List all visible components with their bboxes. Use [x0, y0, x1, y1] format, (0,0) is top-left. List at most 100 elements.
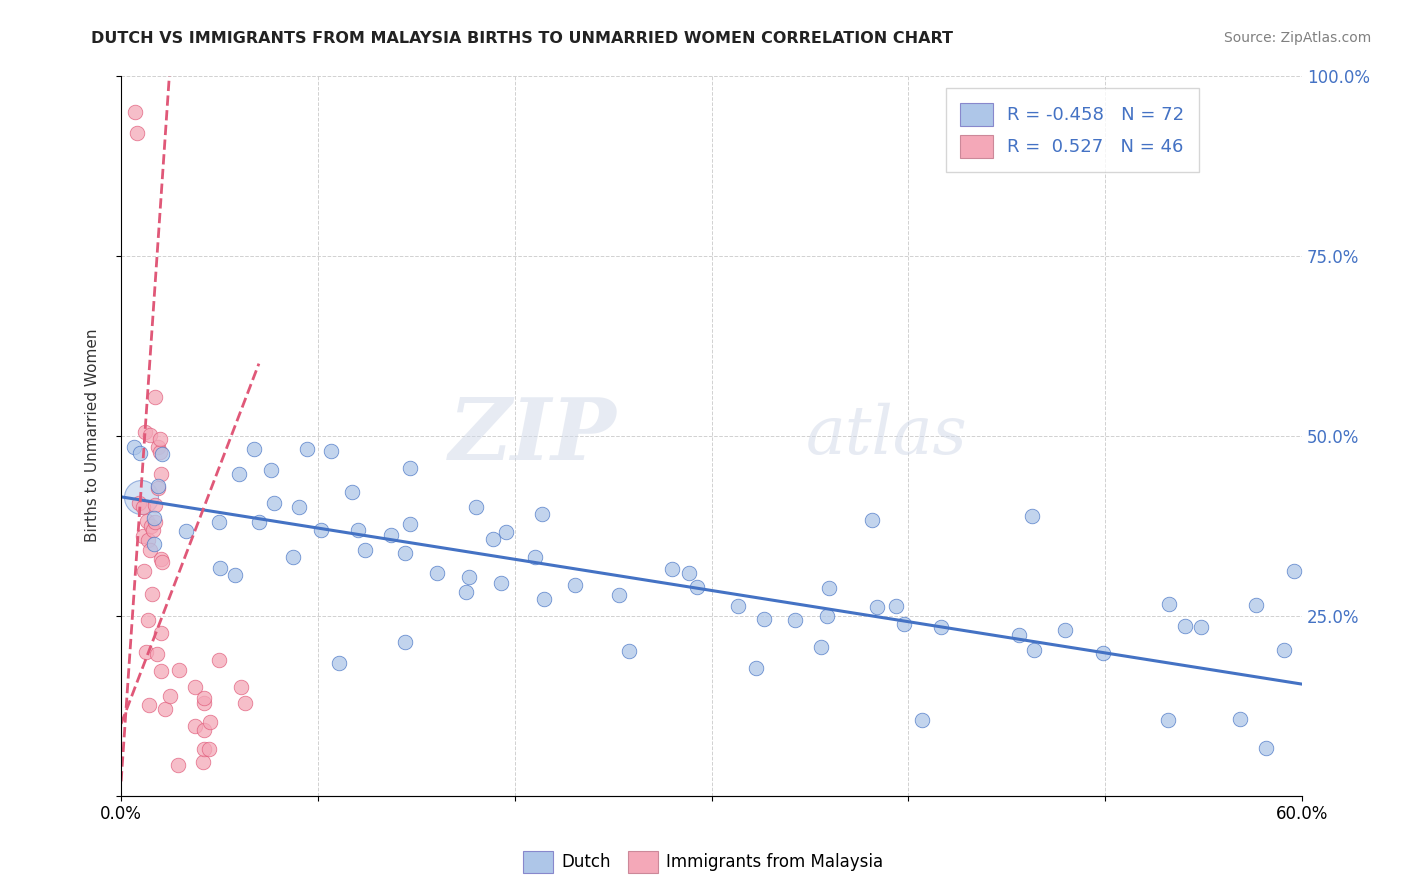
- Point: [193, 696, 215, 710]
- Point: [342, 484, 364, 499]
- Point: [208, 561, 231, 575]
- Point: [1159, 597, 1181, 611]
- Y-axis label: Births to Unmarried Women: Births to Unmarried Women: [86, 329, 100, 542]
- Point: [287, 500, 309, 514]
- Point: [399, 517, 422, 532]
- Point: [139, 542, 162, 557]
- Point: [564, 578, 586, 592]
- Point: [208, 653, 231, 667]
- Point: [233, 696, 256, 710]
- Point: [129, 490, 152, 504]
- Point: [174, 524, 197, 539]
- Point: [1174, 619, 1197, 633]
- Point: [135, 514, 157, 528]
- Point: [169, 663, 191, 677]
- Point: [135, 644, 157, 658]
- Point: [143, 498, 166, 512]
- Point: [247, 515, 270, 529]
- Point: [138, 613, 160, 627]
- Text: ZIP: ZIP: [450, 394, 617, 477]
- Point: [1091, 646, 1114, 660]
- Point: [394, 634, 416, 648]
- Point: [1008, 628, 1031, 642]
- Point: [495, 524, 517, 539]
- Point: [530, 507, 553, 521]
- Point: [354, 543, 377, 558]
- Point: [184, 680, 207, 694]
- Point: [860, 513, 883, 527]
- Point: [810, 640, 832, 655]
- Point: [482, 532, 505, 546]
- Point: [884, 599, 907, 613]
- Point: [143, 537, 166, 551]
- Point: [491, 576, 513, 591]
- Point: [347, 523, 370, 537]
- Point: [818, 581, 841, 595]
- Point: [1229, 712, 1251, 726]
- Point: [661, 562, 683, 576]
- Point: [134, 564, 156, 578]
- Point: [1189, 620, 1212, 634]
- Point: [146, 647, 169, 661]
- Point: [866, 600, 889, 615]
- Point: [929, 620, 952, 634]
- Point: [193, 742, 215, 756]
- Text: atlas: atlas: [806, 403, 967, 468]
- Point: [783, 613, 806, 627]
- Point: [524, 550, 547, 565]
- Text: Source: ZipAtlas.com: Source: ZipAtlas.com: [1223, 31, 1371, 45]
- Point: [150, 664, 173, 678]
- Point: [458, 570, 481, 584]
- Point: [124, 104, 146, 119]
- Point: [146, 481, 169, 495]
- Point: [141, 587, 163, 601]
- Point: [146, 479, 169, 493]
- Point: [149, 432, 172, 446]
- Point: [134, 425, 156, 439]
- Point: [139, 428, 162, 442]
- Point: [465, 500, 488, 514]
- Point: [150, 467, 173, 482]
- Point: [184, 719, 207, 733]
- Point: [380, 527, 402, 541]
- Point: [150, 447, 173, 461]
- Point: [132, 528, 155, 542]
- Point: [149, 551, 172, 566]
- Point: [155, 702, 177, 716]
- Point: [136, 533, 159, 548]
- Point: [744, 661, 766, 675]
- Point: [193, 723, 215, 738]
- Point: [149, 445, 172, 459]
- Point: [727, 599, 749, 613]
- Point: [138, 698, 160, 712]
- Point: [309, 523, 332, 537]
- Point: [128, 495, 150, 509]
- Point: [224, 568, 246, 582]
- Point: [1024, 643, 1046, 657]
- Point: [328, 657, 350, 671]
- Point: [122, 440, 145, 454]
- Point: [143, 515, 166, 529]
- Point: [1272, 643, 1295, 657]
- Point: [1244, 598, 1267, 612]
- Point: [132, 500, 155, 514]
- Point: [150, 626, 173, 640]
- Point: [1053, 623, 1076, 637]
- Point: [166, 758, 188, 772]
- Point: [678, 566, 700, 581]
- Text: DUTCH VS IMMIGRANTS FROM MALAYSIA BIRTHS TO UNMARRIED WOMEN CORRELATION CHART: DUTCH VS IMMIGRANTS FROM MALAYSIA BIRTHS…: [91, 31, 953, 46]
- Point: [143, 391, 166, 405]
- Point: [229, 680, 252, 694]
- Point: [321, 444, 343, 458]
- Point: [533, 591, 555, 606]
- Point: [295, 442, 318, 456]
- Point: [283, 549, 305, 564]
- Point: [150, 555, 173, 569]
- Point: [228, 467, 250, 482]
- Point: [146, 440, 169, 454]
- Point: [893, 616, 915, 631]
- Point: [191, 755, 214, 769]
- Point: [1021, 508, 1043, 523]
- Point: [617, 643, 640, 657]
- Point: [607, 588, 630, 602]
